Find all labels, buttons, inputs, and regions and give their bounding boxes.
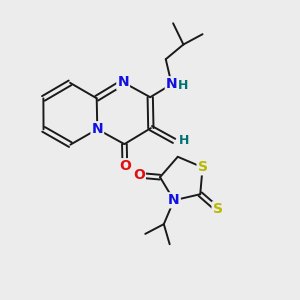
Text: O: O bbox=[119, 159, 131, 173]
Text: N: N bbox=[166, 77, 178, 91]
Text: S: S bbox=[198, 160, 208, 174]
Text: N: N bbox=[168, 193, 180, 207]
Text: H: H bbox=[179, 134, 190, 147]
Text: O: O bbox=[133, 168, 145, 182]
Text: N: N bbox=[92, 122, 103, 136]
Text: H: H bbox=[178, 79, 188, 92]
Text: N: N bbox=[117, 75, 129, 89]
Text: S: S bbox=[213, 202, 223, 216]
